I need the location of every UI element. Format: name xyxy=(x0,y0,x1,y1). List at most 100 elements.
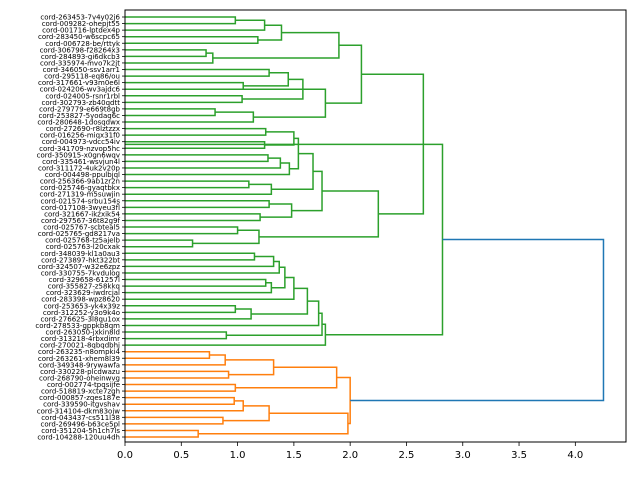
leaf-label: cord-348039-kl1a0au3 xyxy=(41,250,120,258)
leaf-label: cord-295118-eq86/ou xyxy=(44,73,120,81)
leaf-label: cord-263050-jxkin8ld xyxy=(46,329,120,337)
leaf-label: cord-263235-n8ompki4 xyxy=(38,348,121,356)
leaf-label: cord-043437-cs511l38 xyxy=(41,414,120,422)
plot-frame xyxy=(124,9,627,443)
leaf-label: cord-253827-5yodaq6c xyxy=(39,112,121,120)
leaf-label: cord-324507-w32e6zpz xyxy=(38,263,121,271)
leaf-label: cord-339590-itgvshav xyxy=(43,401,120,409)
x-axis: 0.0 0.5 1.0 1.5 2.0 2.5 3.0 3.5 4.0 xyxy=(117,442,583,461)
leaf-label: cord-518819-xcte7zgh xyxy=(41,388,120,396)
leaf-label: cord-025768-tz5ajelb xyxy=(45,237,120,245)
leaf-label: cord-306798-f28264x3 xyxy=(40,46,120,54)
leaf-label: cord-312252-y3o9k4o xyxy=(43,309,120,317)
dendrogram-link xyxy=(125,127,267,136)
x-tick-label: 3.0 xyxy=(455,450,471,461)
x-tick-label: 1.0 xyxy=(230,450,246,461)
leaf-label: cord-335461-wsvjun4l xyxy=(42,158,120,166)
leaf-label: cord-006728-be/rttyk xyxy=(45,40,121,48)
leaf-label: cord-272690-r8lztzzx xyxy=(46,125,120,133)
leaf-label: cord-330755-7kvdulog xyxy=(41,269,120,277)
leaf-label: cord-000857-zqes187e xyxy=(39,394,120,402)
leaf-label: cord-269496-b63ce5pl xyxy=(41,420,121,428)
dendrogram-link xyxy=(243,72,289,87)
leaf-label: cord-351204-5h1ch7ls xyxy=(41,427,120,435)
leaf-label: cord-302793-zb40qdtt xyxy=(41,99,120,107)
leaf-label: cord-283450-w6scpc65 xyxy=(38,33,120,41)
dendrogram-link xyxy=(291,170,323,212)
leaf-label: cord-021574-srbu154s xyxy=(40,197,120,205)
leaf-label: cord-024005-rsnr1rbl xyxy=(45,92,120,100)
dendrogram-link xyxy=(192,229,260,245)
dendrogram-link xyxy=(225,359,275,376)
leaf-label: cord-104288-120uu4dh xyxy=(37,434,120,442)
x-tick-label: 0.0 xyxy=(117,450,133,461)
leaf-label: cord-317661-v93m0e6l xyxy=(38,79,120,87)
dendrogram-link xyxy=(257,24,283,41)
leaf-label: cord-263453-7v4y02j6 xyxy=(40,14,120,22)
dendrogram-link xyxy=(125,278,267,287)
leaf-labels: cord-263453-7v4y02j6cord-009282-ohepjt55… xyxy=(35,14,125,442)
leaf-label: cord-009282-ohepjt55 xyxy=(42,20,120,28)
leaf-label: cord-279779-e669t8gb xyxy=(39,105,120,113)
leaf-label: cord-276625-3l8qu1ox xyxy=(41,315,121,323)
leaf-label: cord-284893-gi6dkcb3 xyxy=(41,53,120,61)
leaf-label: cord-004973-vdcc54iv xyxy=(42,138,120,146)
leaf-label: cord-313218-4rbxdimr xyxy=(41,335,120,343)
dendrogram-link xyxy=(125,157,282,169)
dendrogram-link xyxy=(125,350,211,359)
leaf-label: cord-263261-xhem8l39 xyxy=(38,355,120,363)
leaf-label: cord-024206-wv3ajdc6 xyxy=(40,86,121,94)
dendrogram-link xyxy=(125,111,255,123)
leaf-label: cord-341709-nzvop5hc xyxy=(39,145,120,153)
leaf-label: cord-025746-gyaqtbkx xyxy=(40,184,120,192)
leaf-label: cord-323629-iwdrcjal xyxy=(46,289,120,297)
x-tick-label: 1.5 xyxy=(286,450,302,461)
leaf-label: cord-001716-lptdex4p xyxy=(42,27,120,35)
x-tick-label: 2.0 xyxy=(342,450,358,461)
root-link xyxy=(350,238,605,402)
leaf-label: cord-297567-36t82g9f xyxy=(41,217,121,225)
leaf-label: cord-016256-miqx31f0 xyxy=(40,132,120,140)
dendrogram-link xyxy=(212,31,340,59)
dendrogram-link xyxy=(235,366,338,389)
leaf-label: cord-330228-plcdwazu xyxy=(40,368,120,376)
leaf-label: cord-256366-9ab1zr2n xyxy=(40,178,120,186)
leaf-label: cord-002774-tpqsijfe xyxy=(47,381,120,389)
leaf-label: cord-329658-61257l xyxy=(49,276,120,284)
dendrogram-link xyxy=(125,416,224,425)
leaf-label: cord-253653-yk4x39z xyxy=(44,302,121,310)
dendrogram-link xyxy=(125,19,266,31)
dendrogram-link xyxy=(125,108,216,117)
leaf-label: cord-271319-m5suwjin xyxy=(39,191,120,199)
dendrogram-link xyxy=(125,400,244,412)
dendrogram-link xyxy=(125,260,280,274)
x-tick-label: 0.5 xyxy=(173,450,189,461)
leaf-label: cord-270021-8qbqdbhj xyxy=(40,342,120,350)
leaf-label: cord-280648-1dosqdwx xyxy=(37,119,120,127)
leaf-label: cord-349348-9rywawfa xyxy=(39,361,120,369)
x-tick-label: 2.5 xyxy=(399,450,415,461)
leaf-label: cord-025767-scbteal5 xyxy=(43,224,120,232)
dendrogram-link xyxy=(125,308,252,320)
leaf-label: cord-346050-ssv1arr1 xyxy=(43,66,120,74)
dendrogram-link xyxy=(125,276,295,300)
leaf-label: cord-278533-gppkb8qm xyxy=(35,322,120,330)
leaf-label: cord-321667-ikzxik54 xyxy=(44,210,120,218)
leaf-label: cord-025765-gd8217va xyxy=(38,230,120,238)
dendrogram-link xyxy=(125,35,259,44)
dendrogram-link xyxy=(125,154,269,163)
leaf-label: cord-314104-dkm83ojw xyxy=(37,407,121,415)
leaf-label: cord-268790-oheinwvg xyxy=(39,374,120,382)
x-tick-label: 4.0 xyxy=(567,450,583,461)
dendrogram-link xyxy=(125,255,275,268)
leaf-label: cord-025763-l20cxak xyxy=(46,243,121,251)
leaf-label: cord-350915-x0gn6wqv xyxy=(37,151,120,159)
leaf-label: cord-335974-mvo7k2jt xyxy=(40,59,120,67)
dendrogram-link xyxy=(125,162,291,176)
leaf-label: cord-283398-wpz8620 xyxy=(41,296,120,304)
dendrogram-link xyxy=(226,312,323,337)
x-tick-label: 3.5 xyxy=(511,450,527,461)
leaf-label: cord-311172-4uk2v20p xyxy=(38,164,121,172)
dendrogram-link xyxy=(125,213,261,222)
